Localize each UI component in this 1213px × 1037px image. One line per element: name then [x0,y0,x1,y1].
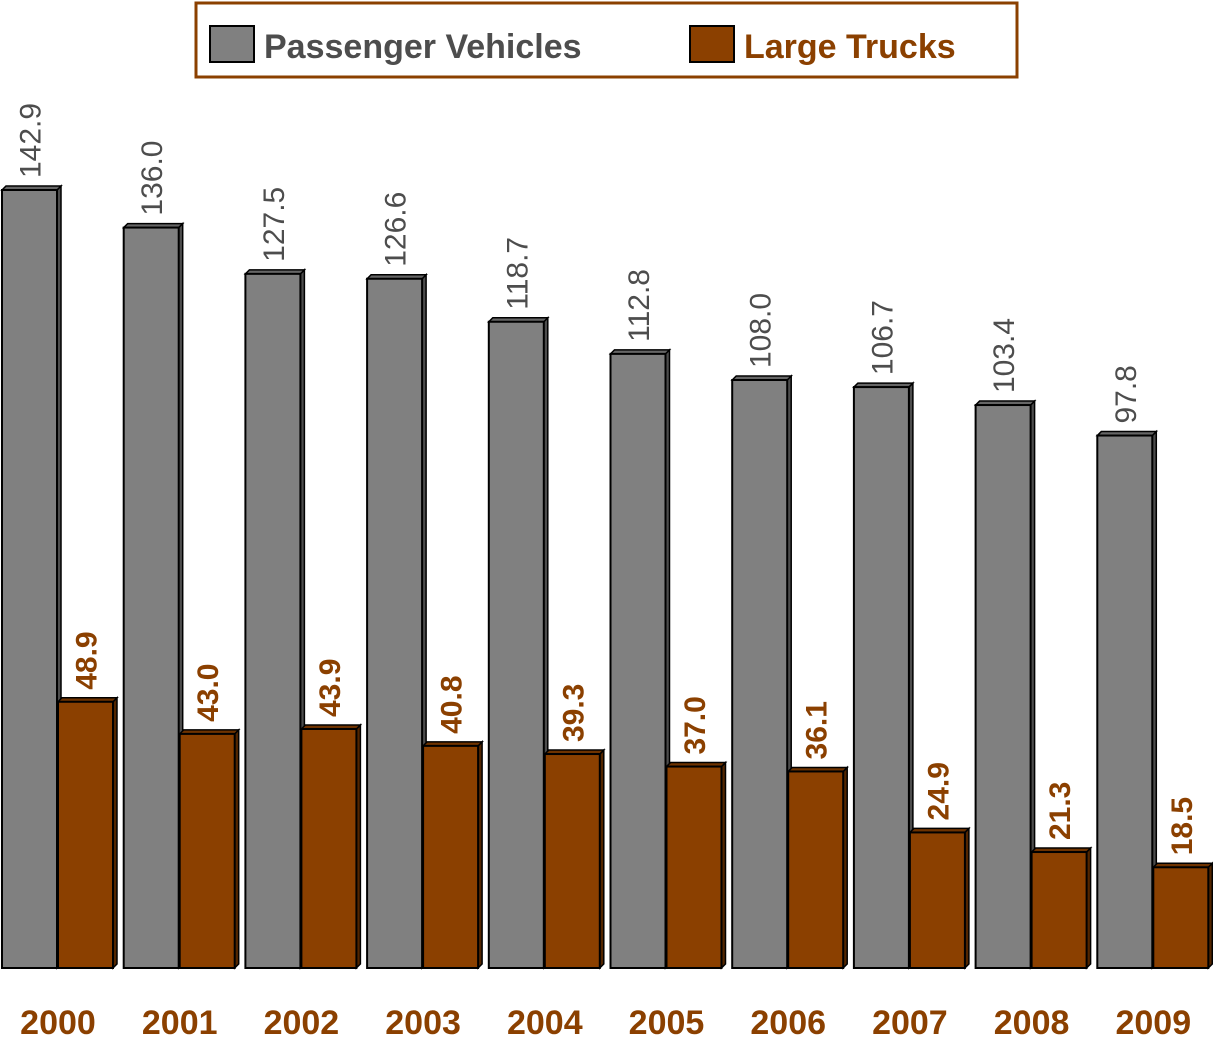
bar [1096,434,1154,969]
data-label: 39.3 [557,684,590,742]
bar [1030,851,1088,969]
bar [1,189,58,969]
x-tick-label: 2000 [20,1004,96,1037]
data-label: 43.0 [192,664,225,722]
bar [366,277,424,969]
data-label: 37.0 [679,696,712,754]
bar [487,320,545,969]
bar [57,700,114,969]
bar [244,272,302,969]
x-tick-label: 2003 [385,1004,461,1037]
data-label: 103.4 [988,318,1021,393]
bar [1152,866,1210,970]
data-label: 108.0 [745,293,778,368]
bar [908,831,966,969]
bar [852,386,910,969]
data-label: 21.3 [1044,782,1077,840]
bar [731,379,789,969]
data-label: 40.8 [436,675,469,733]
bar [543,753,601,969]
x-tick-label: 2008 [994,1004,1070,1037]
bar [178,732,236,969]
data-label: 48.9 [71,631,104,689]
data-label: 43.9 [314,659,347,717]
legend-label: Passenger Vehicles [264,28,582,66]
data-label: 127.5 [258,187,291,262]
legend-swatch [209,25,255,63]
bar [122,226,180,970]
bar [300,727,358,969]
data-label: 126.6 [380,192,413,267]
data-label: 118.7 [501,237,534,310]
data-label: 36.1 [801,701,834,759]
bar [665,765,723,969]
x-tick-label: 2006 [750,1004,826,1037]
data-label: 18.5 [1166,797,1199,855]
bar [609,352,667,969]
x-tick-label: 2009 [1115,1004,1191,1037]
legend-swatch [689,25,735,63]
data-label: 97.8 [1110,365,1143,423]
x-tick-label: 2005 [629,1004,705,1037]
legend-label: Large Trucks [744,28,956,66]
data-label: 112.8 [623,269,656,342]
data-label: 24.9 [922,762,955,820]
bar [974,404,1032,969]
bar [422,744,480,969]
data-label: 106.7 [866,300,899,375]
x-tick-label: 2007 [872,1004,948,1037]
x-tick-label: 2002 [264,1004,340,1037]
bar [787,770,845,970]
x-tick-label: 2004 [507,1004,583,1037]
data-label: 136.0 [136,140,169,215]
x-tick-label: 2001 [142,1004,218,1037]
data-label: 142.9 [15,103,48,178]
legend-box [194,1,1019,79]
